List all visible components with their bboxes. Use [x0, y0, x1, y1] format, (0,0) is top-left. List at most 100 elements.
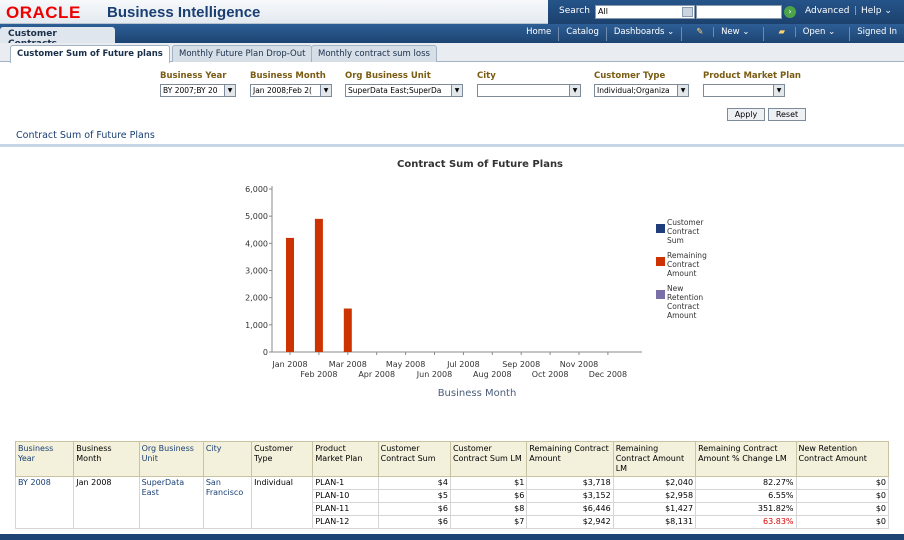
cell-sum-lm: $1 [449, 476, 528, 490]
col-pct-change: Remaining Contract Amount % Change LM [695, 441, 797, 477]
prompt-label: City [477, 71, 496, 81]
cell-remaining-lm: $8,131 [612, 515, 697, 529]
cell-year[interactable]: BY 2008 [14, 476, 75, 529]
legend-swatch [656, 257, 665, 266]
table-row: PLAN-11 $6 $8 $6,446 $1,427 351.82% $0 [16, 502, 890, 516]
col-business-month: Business Month [73, 441, 140, 477]
col-contract-sum: Customer Contract Sum [377, 441, 451, 477]
legend-swatch [656, 290, 665, 299]
nav-signed-in[interactable]: Signed In [849, 27, 904, 41]
cell-remaining: $2,942 [526, 515, 614, 529]
prompt-city: City ▼ [477, 71, 581, 97]
chart-legend: Customer Contract Sum Remaining Contract… [656, 218, 712, 326]
select-value: Jan 2008;Feb 2( [253, 86, 312, 95]
tab-customer-sum[interactable]: Customer Sum of Future plans [10, 45, 170, 63]
col-contract-sum-lm: Customer Contract Sum LM [449, 441, 528, 477]
cell-plan: PLAN-11 [312, 502, 379, 516]
chevron-down-icon: ▼ [320, 85, 331, 96]
x-tick-label: Sep 2008 [502, 360, 540, 369]
y-tick-label: 5,000 [245, 212, 268, 221]
cell-new-retention: $0 [795, 502, 890, 516]
cell-remaining: $3,718 [526, 476, 614, 490]
prompt-label: Product Market Plan [703, 71, 801, 81]
x-tick-label: Jun 2008 [416, 370, 452, 379]
prompt-label: Business Month [250, 71, 326, 81]
cell-remaining-lm: $2,040 [612, 476, 697, 490]
global-nav: Customer Contracts Home Catalog Dashboar… [0, 24, 904, 49]
nav-catalog[interactable]: Catalog [558, 27, 606, 41]
business-month-select[interactable]: Jan 2008;Feb 2( ▼ [250, 84, 332, 97]
cell-plan: PLAN-12 [312, 515, 379, 529]
dashboard-tab[interactable]: Customer Contracts [0, 27, 115, 49]
bottom-bar [0, 534, 904, 540]
cell-remaining-lm: $1,427 [612, 502, 697, 516]
chevron-down-icon: ▼ [569, 85, 580, 96]
nav-home[interactable]: Home [526, 27, 552, 37]
chevron-down-icon: ▼ [451, 85, 462, 96]
section-divider [0, 144, 904, 147]
search-scope-select[interactable]: All [595, 5, 695, 19]
x-axis-title: Business Month [438, 388, 517, 399]
col-org-unit[interactable]: Org Business Unit [138, 441, 204, 477]
city-select[interactable]: ▼ [477, 84, 581, 97]
customer-type-select[interactable]: Individual;Organiza ▼ [594, 84, 689, 97]
col-business-year[interactable]: Business Year [14, 441, 75, 477]
chevron-down-icon: ▼ [677, 85, 688, 96]
y-tick-label: 1,000 [245, 321, 268, 330]
y-tick-label: 3,000 [245, 267, 268, 276]
x-tick-label: Dec 2008 [589, 370, 627, 379]
section-title[interactable]: Contract Sum of Future Plans [16, 130, 155, 141]
folder-icon: ▰ [778, 27, 785, 37]
search-scope-value: All [598, 7, 608, 16]
col-city[interactable]: City [202, 441, 253, 477]
search-go-icon[interactable]: › [784, 6, 796, 18]
select-value: Individual;Organiza [597, 86, 670, 95]
business-year-select[interactable]: BY 2007;BY 20 ▼ [160, 84, 236, 97]
org-unit-select[interactable]: SuperData East;SuperDa ▼ [345, 84, 463, 97]
col-new-retention: New Retention Contract Amount [795, 441, 890, 477]
y-tick-label: 4,000 [245, 239, 268, 248]
table-row: PLAN-12 $6 $7 $2,942 $8,131 63.83% $0 [16, 515, 890, 529]
search-label: Search [559, 6, 590, 16]
prompt-label: Org Business Unit [345, 71, 431, 81]
advanced-link[interactable]: Advanced [805, 6, 850, 16]
prompt-label: Business Year [160, 71, 227, 81]
x-tick-label: Mar 2008 [329, 360, 367, 369]
cell-remaining: $3,152 [526, 489, 614, 503]
product-plan-select[interactable]: ▼ [703, 84, 785, 97]
cell-new-retention: $0 [795, 515, 890, 529]
tab-monthly-loss[interactable]: Monthly contract sum loss [311, 45, 437, 62]
table-row: BY 2008 Jan 2008 SuperData East San Fran… [14, 476, 890, 529]
chevron-down-icon: ▼ [773, 85, 784, 96]
cell-city[interactable]: San Francisco [202, 476, 253, 529]
cell-sum: $5 [377, 489, 451, 503]
reset-button[interactable]: Reset [768, 108, 806, 121]
chevron-down-icon [682, 7, 693, 17]
nav-new[interactable]: ✎ New ⌄ [681, 27, 763, 41]
results-table: Business Year Business Month Org Busines… [14, 441, 890, 529]
bar [286, 237, 294, 352]
y-tick-label: 0 [263, 348, 268, 357]
page-tabs: Customer Sum of Future plans Monthly Fut… [0, 43, 904, 63]
legend-label: Customer Contract Sum [667, 218, 704, 245]
divider: | [854, 6, 858, 16]
help-menu[interactable]: Help ⌄ [861, 6, 892, 16]
cell-remaining: $6,446 [526, 502, 614, 516]
select-value: BY 2007;BY 20 [163, 86, 218, 95]
col-remaining-lm: Remaining Contract Amount LM [612, 441, 697, 477]
cell-unit[interactable]: SuperData East [138, 476, 204, 529]
tab-monthly-dropout[interactable]: Monthly Future Plan Drop-Out [172, 45, 313, 62]
bar-chart: 0 1,000 2,000 3,000 4,000 5,000 6,000 Jan 2008F… [245, 185, 642, 399]
legend-swatch [656, 224, 665, 233]
x-tick-label: Aug 2008 [473, 370, 512, 379]
apply-button[interactable]: Apply [727, 108, 765, 121]
nav-new-label: New ⌄ [713, 27, 757, 37]
cell-pct: 63.83% [695, 515, 797, 529]
chevron-down-icon: ▼ [224, 85, 235, 96]
nav-open[interactable]: ▰ Open ⌄ [763, 27, 849, 41]
search-input[interactable] [696, 5, 782, 19]
y-tick-label: 6,000 [245, 185, 268, 194]
new-icon: ✎ [696, 27, 704, 37]
nav-dashboards[interactable]: Dashboards ⌄ [605, 27, 681, 41]
cell-pct: 351.82% [695, 502, 797, 516]
